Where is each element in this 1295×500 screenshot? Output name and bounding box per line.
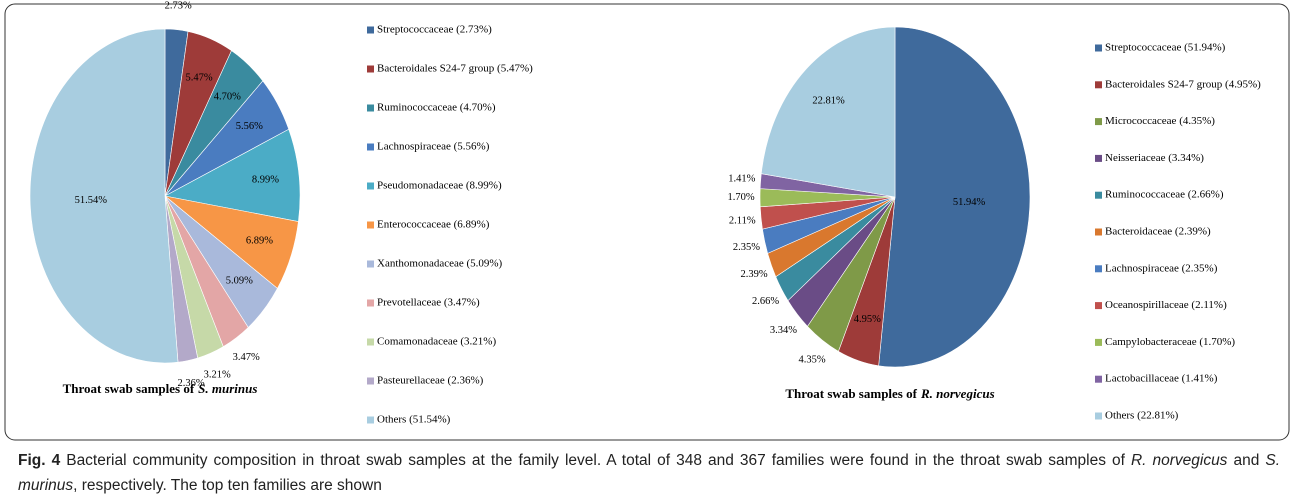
legend-swatch: [1095, 191, 1102, 199]
data-label: 5.56%: [236, 121, 263, 132]
legend-label: Micrococcaceae (4.35%): [1105, 115, 1215, 127]
legend-swatch: [1095, 118, 1102, 126]
data-label: 2.73%: [165, 1, 192, 12]
legend-label: Xanthomonadaceae (5.09%): [377, 258, 503, 270]
data-label: 3.21%: [204, 370, 231, 381]
legend-label: Bacteroidales S24-7 group (5.47%): [377, 63, 533, 75]
legend-swatch: [367, 299, 374, 307]
data-label: 22.81%: [812, 95, 845, 106]
pie-slice: [760, 26, 896, 198]
data-label: 3.47%: [233, 352, 260, 363]
legend-swatch: [1095, 154, 1102, 162]
legend-swatch: [1095, 302, 1102, 310]
caption-italic: S. murinus: [18, 452, 1281, 494]
legend-label: Lachnospiraceae (5.56%): [377, 141, 490, 153]
data-label: 1.41%: [728, 173, 755, 184]
caption-label: Fig. 4: [18, 452, 61, 469]
data-label: 4.95%: [854, 314, 881, 325]
chart-title-species: R. norvegicus: [920, 386, 995, 401]
legend-label: Lactobacillaceae (1.41%): [1105, 373, 1218, 385]
legend-label: Ruminococcaceae (2.66%): [1105, 189, 1224, 201]
legend-label: Others (51.54%): [377, 414, 451, 426]
data-label: 2.11%: [729, 215, 756, 226]
data-label: 4.70%: [214, 92, 241, 103]
legend-label: Others (22.81%): [1105, 410, 1179, 422]
legend-swatch: [367, 260, 374, 268]
chart-title: Throat swab samples of S. murinus: [63, 381, 258, 396]
legend-swatch: [367, 221, 374, 229]
legend-swatch: [1095, 265, 1102, 273]
legend-label: Prevotellaceae (3.47%): [377, 297, 480, 309]
charts: 2.73% Streptococcaceae (2.73%) 5.47% Bacter…: [4, 1, 1290, 441]
pie-slice: [164, 128, 301, 222]
legend-label: Oceanospirillaceae (2.11%): [1105, 299, 1227, 311]
legend-swatch: [1095, 338, 1102, 346]
legend-swatch: [367, 65, 374, 73]
legend-swatch: [1095, 228, 1102, 236]
chart-title-text: Throat swab samples of: [63, 381, 195, 396]
data-label: 2.36%: [178, 378, 205, 389]
frame: [4, 3, 1290, 441]
legend-label: Pseudomonadaceae (8.99%): [377, 180, 502, 192]
data-label: 51.94%: [953, 197, 986, 208]
legend-swatch: [367, 182, 374, 190]
data-label: 5.47%: [186, 72, 213, 83]
legend-swatch: [367, 104, 374, 112]
data-label: 6.89%: [246, 236, 273, 247]
legend-swatch: [367, 143, 374, 151]
caption-text: and: [1227, 452, 1266, 469]
data-label: 5.09%: [226, 275, 253, 286]
legend-label: Streptococcaceae (2.73%): [377, 24, 492, 36]
caption-italic: R. norvegicus: [1130, 452, 1228, 469]
data-label: 2.39%: [740, 269, 767, 280]
legend-swatch: [367, 26, 374, 34]
legend-label: Bacteroidales S24-7 group (4.95%): [1105, 78, 1261, 90]
data-label: 1.70%: [728, 192, 755, 203]
chart-title-text: Throat swab samples of: [785, 386, 917, 401]
legend-swatch: [1095, 81, 1102, 89]
legend-label: Ruminococcaceae (4.70%): [377, 102, 496, 114]
legend-label: Streptococcaceae (51.94%): [1105, 42, 1226, 54]
data-label: 51.54%: [75, 195, 108, 206]
caption-text: Bacterial community composition in throa…: [60, 452, 1131, 469]
legend-label: Lachnospiraceae (2.35%): [1105, 262, 1218, 274]
legend-label: Pasteurellaceae (2.36%): [377, 375, 484, 387]
caption-text: , respectively. The top ten families are…: [73, 477, 382, 494]
legend-label: Neisseriaceae (3.34%): [1105, 152, 1204, 164]
legend-label: Enterococcaceae (6.89%): [377, 219, 490, 231]
chart-title: Throat swab samples of R. norvegicus: [785, 386, 994, 401]
pie-slice: [878, 26, 1031, 368]
caption: Fig. 4 Bacterial community composition i…: [18, 448, 1280, 498]
data-label: 3.34%: [770, 325, 797, 336]
data-label: 2.35%: [733, 242, 760, 253]
legend-swatch: [1095, 44, 1102, 52]
legend-swatch: [1095, 412, 1102, 420]
legend-label: Campylobacteraceae (1.70%): [1105, 336, 1235, 348]
pie-slice: [29, 28, 179, 364]
legend-swatch: [367, 338, 374, 346]
legend-swatch: [367, 416, 374, 424]
legend-label: Bacteroidaceae (2.39%): [1105, 226, 1211, 238]
legend-swatch: [1095, 375, 1102, 383]
legend-label: Comamonadaceae (3.21%): [377, 336, 496, 348]
data-label: 2.66%: [752, 296, 779, 307]
data-label: 4.35%: [798, 355, 825, 366]
legend-swatch: [367, 377, 374, 385]
data-label: 8.99%: [252, 174, 279, 185]
chart-title-species: S. murinus: [198, 381, 257, 396]
